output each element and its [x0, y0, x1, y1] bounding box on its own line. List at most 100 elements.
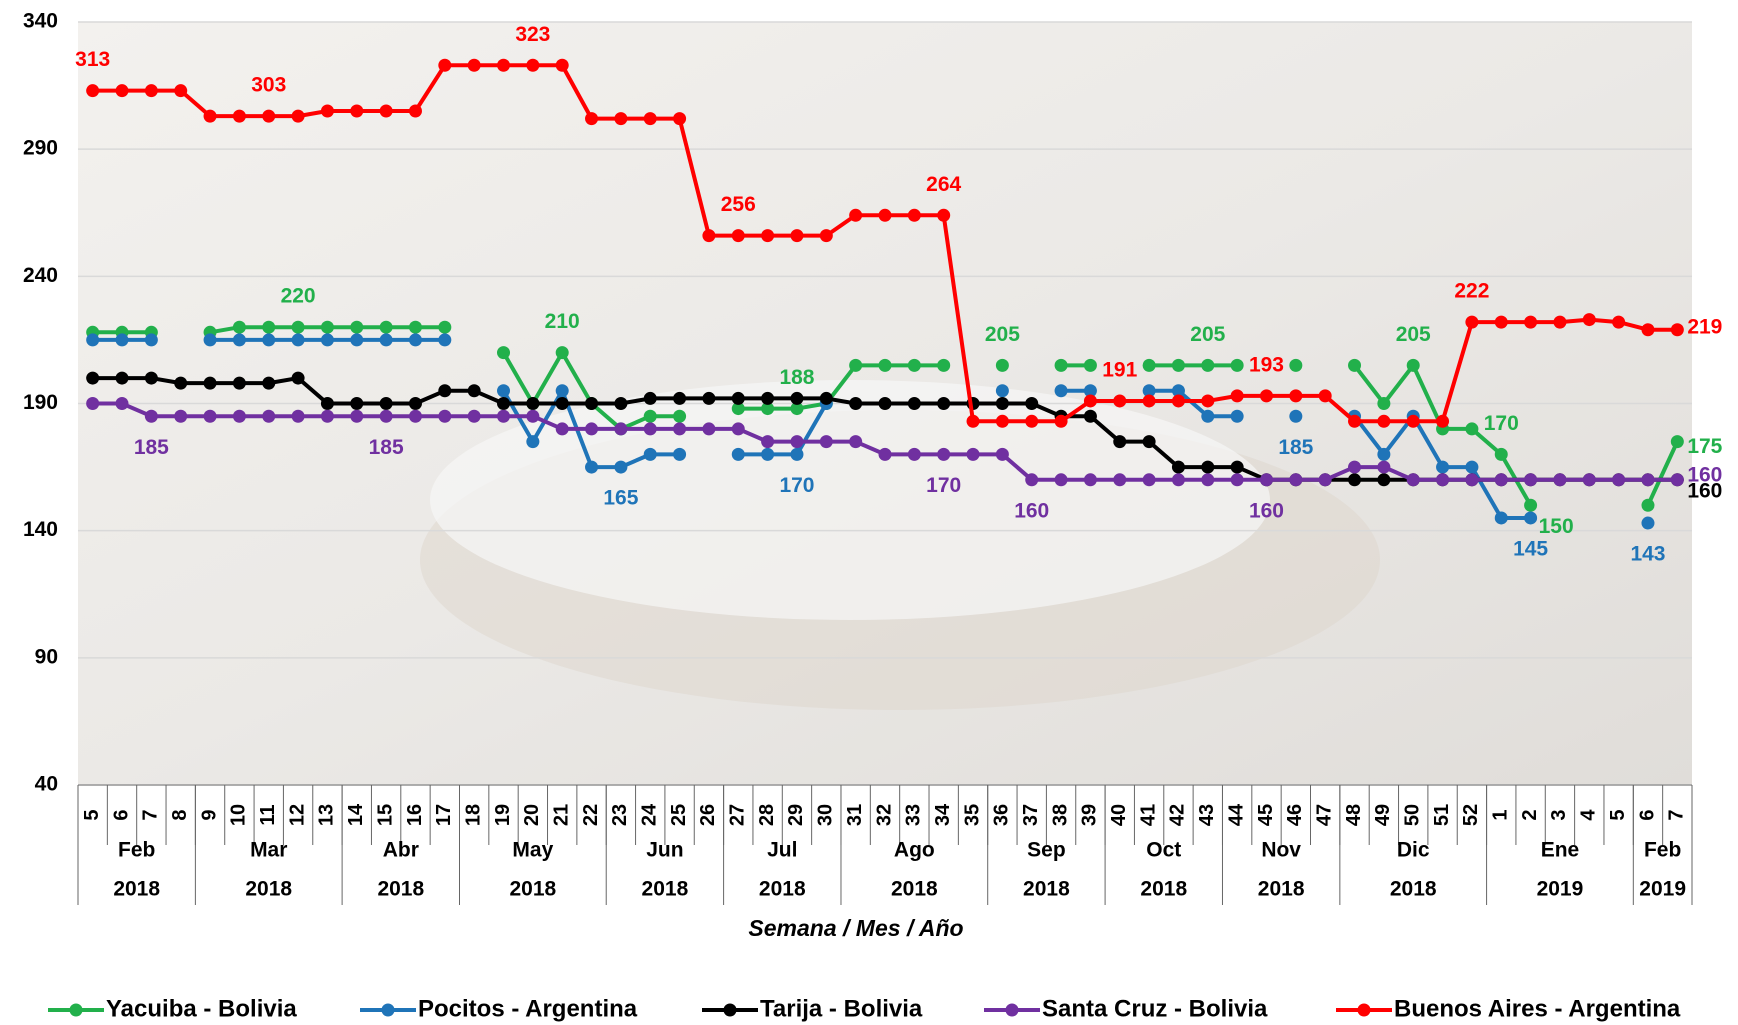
data-point [233, 377, 246, 390]
month-label: Feb [118, 839, 155, 862]
data-point [233, 410, 246, 423]
x-tick-label: 44 [1225, 803, 1247, 826]
year-label: 2018 [245, 878, 292, 901]
x-tick-label: 10 [228, 804, 250, 826]
x-tick-label: 8 [169, 809, 191, 820]
legend-marker [70, 1004, 83, 1017]
data-point [262, 321, 275, 334]
data-point [644, 392, 657, 405]
data-point [116, 333, 129, 346]
data-point [1231, 461, 1244, 474]
month-label: Jul [767, 839, 797, 862]
data-point [908, 209, 921, 222]
data-point [1172, 461, 1185, 474]
data-point [204, 110, 217, 123]
data-point [438, 321, 451, 334]
data-point [908, 397, 921, 410]
data-point [673, 112, 686, 125]
x-tick-label: 35 [961, 804, 983, 826]
data-point [438, 333, 451, 346]
data-point [204, 333, 217, 346]
data-point [145, 333, 158, 346]
data-point [497, 384, 510, 397]
data-point [526, 410, 539, 423]
data-point [409, 410, 422, 423]
data-point [761, 392, 774, 405]
data-point [380, 321, 393, 334]
x-tick-label: 32 [873, 804, 895, 826]
data-point [292, 110, 305, 123]
data-point [1348, 359, 1361, 372]
data-point [468, 384, 481, 397]
data-point [908, 448, 921, 461]
data-point [409, 333, 422, 346]
x-tick-label: 28 [756, 804, 778, 826]
data-point [468, 410, 481, 423]
x-tick-label: 6 [1636, 809, 1658, 820]
data-point [702, 392, 715, 405]
data-point [1377, 461, 1390, 474]
data-point [1289, 473, 1302, 486]
data-point [644, 422, 657, 435]
data-point [937, 209, 950, 222]
x-tick-label: 48 [1343, 804, 1365, 826]
x-tick-label: 38 [1049, 804, 1071, 826]
data-point [1055, 359, 1068, 372]
legend-label: Tarija - Bolivia [760, 995, 923, 1022]
data-point [1524, 511, 1537, 524]
x-tick-label: 7 [140, 809, 162, 820]
x-tick-label: 14 [345, 803, 367, 826]
data-point [849, 435, 862, 448]
year-label: 2019 [1537, 878, 1584, 901]
x-tick-label: 37 [1020, 804, 1042, 826]
year-label: 2018 [642, 878, 689, 901]
data-label: 170 [1484, 412, 1519, 435]
data-label: 165 [603, 487, 638, 510]
data-point [1231, 389, 1244, 402]
x-tick-label: 13 [316, 804, 338, 826]
x-tick-label: 34 [932, 803, 954, 826]
data-point [1377, 397, 1390, 410]
data-point [1025, 473, 1038, 486]
data-point [996, 384, 1009, 397]
chart: Semana / Mes / Año 409014019024029034056… [0, 0, 1738, 1025]
data-point [879, 397, 892, 410]
data-point [86, 333, 99, 346]
data-point [644, 448, 657, 461]
data-label: 188 [779, 366, 814, 389]
month-label: Mar [250, 839, 287, 862]
data-point [1289, 389, 1302, 402]
data-point [879, 209, 892, 222]
month-label: Dic [1397, 839, 1430, 862]
x-tick-label: 17 [433, 804, 455, 826]
x-tick-label: 41 [1137, 804, 1159, 826]
data-point [1495, 511, 1508, 524]
data-point [145, 372, 158, 385]
x-tick-label: 9 [198, 809, 220, 820]
data-point [1348, 461, 1361, 474]
data-point [1524, 473, 1537, 486]
data-point [996, 397, 1009, 410]
data-point [614, 112, 627, 125]
x-tick-label: 4 [1578, 809, 1600, 821]
data-point [996, 448, 1009, 461]
x-tick-label: 7 [1666, 809, 1688, 820]
data-label: 193 [1249, 353, 1284, 376]
y-tick-label: 40 [35, 773, 58, 796]
year-label: 2019 [1639, 878, 1686, 901]
x-tick-label: 26 [697, 804, 719, 826]
x-tick-label: 21 [550, 804, 572, 826]
data-point [1671, 323, 1684, 336]
data-point [1641, 323, 1654, 336]
data-point [321, 321, 334, 334]
x-tick-label: 12 [286, 804, 308, 826]
data-point [1231, 359, 1244, 372]
year-label: 2018 [1390, 878, 1437, 901]
data-point [1084, 410, 1097, 423]
month-label: Feb [1644, 839, 1681, 862]
data-point [1436, 473, 1449, 486]
data-point [1201, 359, 1214, 372]
data-point [644, 410, 657, 423]
data-point [262, 377, 275, 390]
data-label: 313 [75, 48, 110, 71]
